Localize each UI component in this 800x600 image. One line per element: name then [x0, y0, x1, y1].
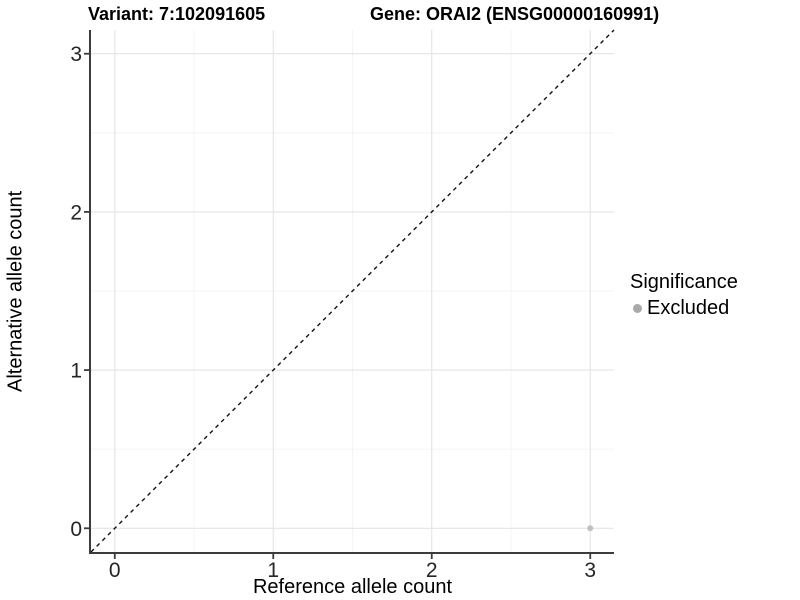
svg-text:1: 1	[70, 360, 82, 383]
data-point-excluded	[587, 525, 594, 532]
svg-text:0: 0	[109, 559, 121, 582]
legend-title: Significance	[630, 271, 738, 293]
legend-key-dot-icon	[633, 304, 642, 313]
legend-entry-label: Excluded	[647, 297, 730, 319]
svg-text:3: 3	[584, 559, 596, 582]
legend-entry-excluded: Excluded	[630, 297, 738, 320]
legend: Significance Excluded	[630, 271, 738, 320]
x-axis-title: Reference allele count	[252, 576, 452, 598]
svg-text:1: 1	[267, 559, 279, 582]
svg-text:2: 2	[70, 201, 82, 224]
y-axis-title: Alternative allele count	[4, 190, 27, 392]
svg-text:0: 0	[70, 518, 82, 541]
plot-title-gene: Gene: ORAI2 (ENSG00000160991)	[370, 4, 660, 24]
svg-text:2: 2	[426, 559, 438, 582]
plot-title-variant: Variant: 7:102091605	[88, 4, 266, 24]
svg-text:3: 3	[70, 43, 82, 66]
